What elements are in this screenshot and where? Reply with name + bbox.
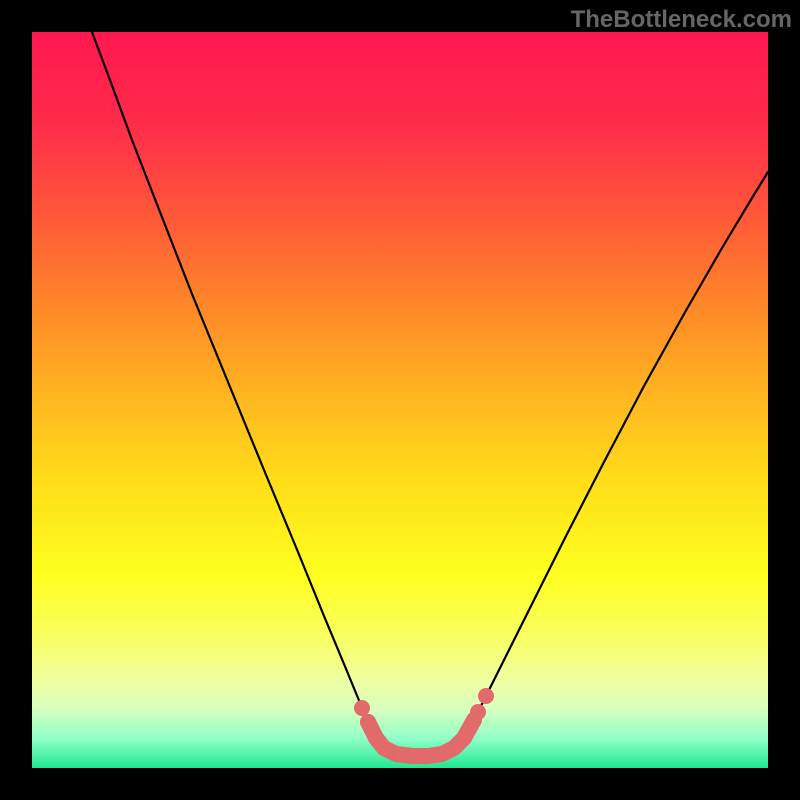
chart-plot [32,32,768,768]
highlight-dot [470,704,486,720]
highlight-dot [354,700,370,716]
watermark-text: TheBottleneck.com [540,6,792,34]
highlight-dot [478,688,494,704]
highlight-dot [360,714,376,730]
gradient-background [32,32,768,768]
